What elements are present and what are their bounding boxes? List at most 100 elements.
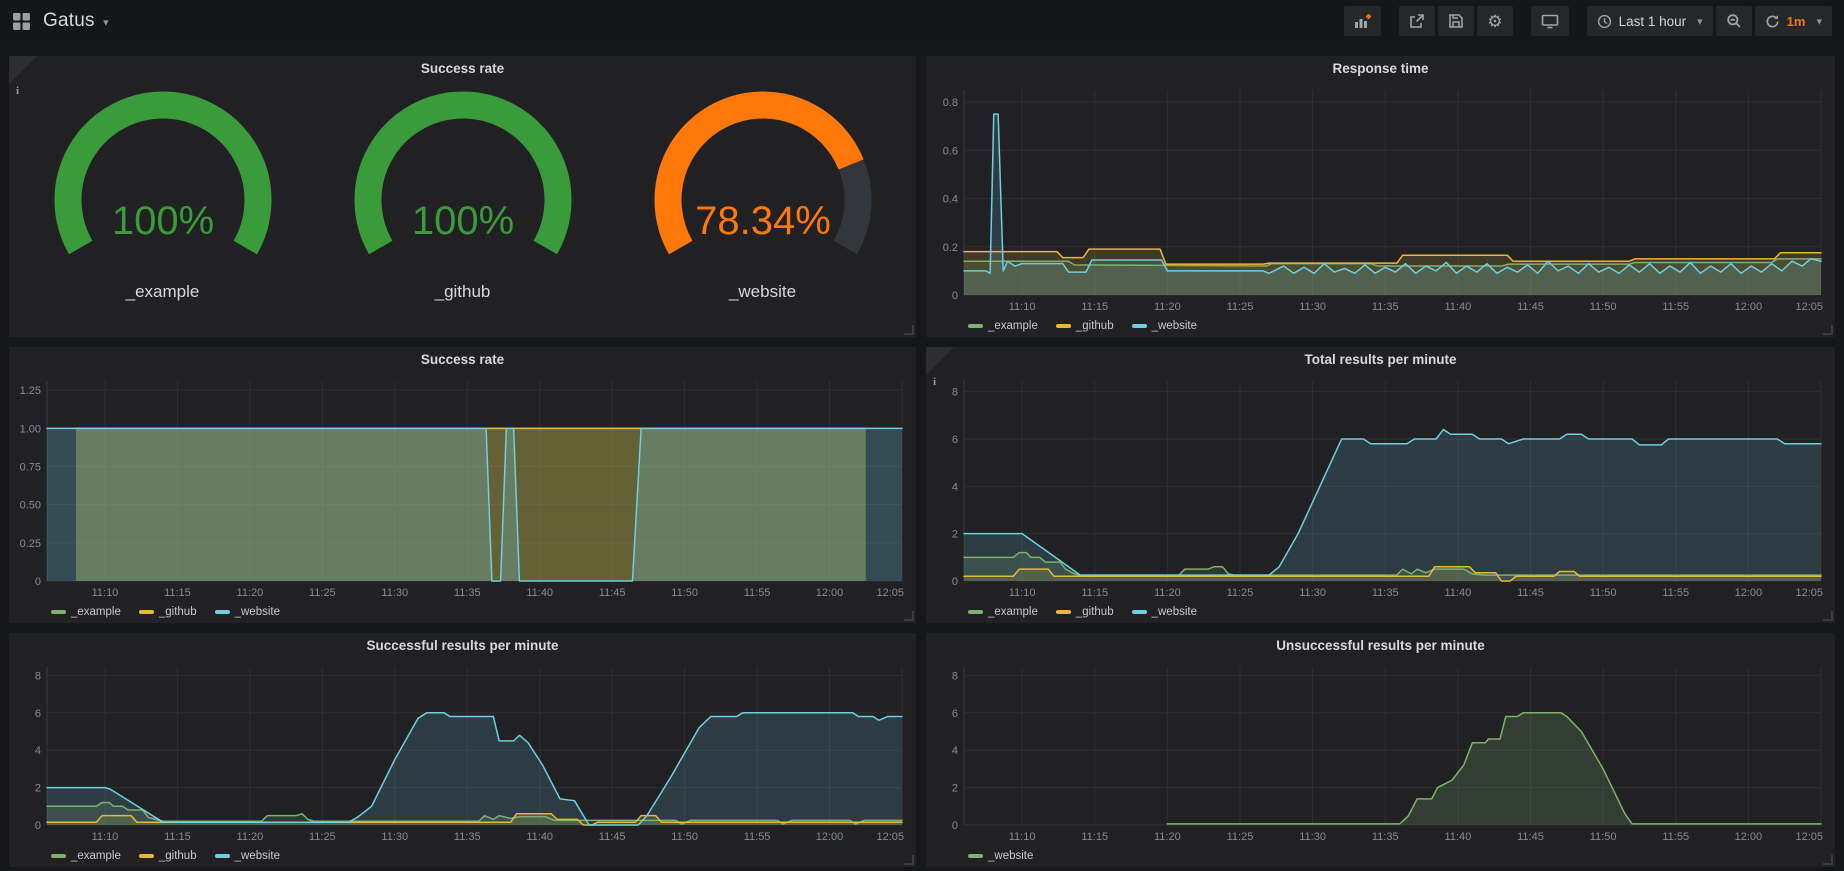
gauge-_website: 78.34% _website — [613, 82, 913, 337]
svg-text:11:10: 11:10 — [1009, 587, 1036, 599]
svg-text:8: 8 — [952, 387, 958, 399]
total-results-plot[interactable]: 0 2 4 6 8 11:10 11:15 11:20 11:25 11:30 11:35 11:40… — [926, 373, 1835, 601]
legend-swatch — [138, 854, 154, 858]
svg-text:11:15: 11:15 — [1081, 587, 1108, 599]
svg-text:11:10: 11:10 — [1009, 831, 1036, 843]
info-icon: i — [16, 85, 20, 97]
panel-info-corner[interactable]: i — [926, 347, 954, 388]
legend-item-_example[interactable]: _example — [968, 320, 1038, 332]
time-range-picker[interactable]: Last 1 hour ▾ — [1586, 6, 1713, 36]
svg-text:12:05: 12:05 — [1795, 301, 1823, 313]
svg-text:11:20: 11:20 — [1154, 301, 1181, 313]
svg-text:11:35: 11:35 — [1372, 587, 1399, 599]
svg-text:11:55: 11:55 — [1662, 831, 1689, 843]
legend-swatch — [138, 610, 154, 614]
add-panel-button[interactable] — [1344, 6, 1382, 36]
legend-swatch — [1055, 610, 1071, 614]
legend-swatch — [214, 610, 230, 614]
svg-text:11:25: 11:25 — [309, 587, 336, 599]
legend-item-_website[interactable]: _website — [1131, 606, 1197, 618]
legend-item-_github[interactable]: _github — [138, 606, 197, 618]
panel-response-time: Response time 0 0.2 0.4 0.6 0.8 11:10 11:15 11:… — [926, 56, 1835, 337]
svg-text:11:55: 11:55 — [1662, 301, 1689, 313]
panel-title[interactable]: Success rate — [420, 61, 505, 76]
svg-text:11:55: 11:55 — [744, 831, 771, 843]
legend-item-_website[interactable]: _website — [214, 850, 280, 862]
panel-title[interactable]: Unsuccessful results per minute — [1276, 638, 1485, 653]
monitor-icon — [1541, 14, 1558, 29]
svg-text:6: 6 — [35, 708, 41, 720]
svg-text:0.2: 0.2 — [943, 242, 958, 254]
save-button[interactable] — [1438, 6, 1475, 36]
svg-text:11:55: 11:55 — [744, 587, 771, 599]
panel-resize-handle[interactable] — [904, 611, 914, 621]
legend-label: _website — [1151, 320, 1197, 332]
success-rate-plot[interactable]: 0 0.25 0.50 0.75 1.00 1.25 11:10 11:15 11:20 11:2… — [9, 373, 916, 601]
legend-item-_website[interactable]: _website — [1131, 320, 1197, 332]
legend-label: _website — [1151, 606, 1197, 618]
legend-item-_website[interactable]: _website — [968, 850, 1033, 862]
settings-button[interactable]: ⚙ — [1477, 6, 1513, 36]
svg-text:1.25: 1.25 — [20, 385, 41, 397]
panel-resize-handle[interactable] — [1823, 325, 1833, 335]
svg-text:2: 2 — [35, 783, 41, 795]
zoom-out-button[interactable] — [1715, 6, 1752, 36]
gauge-label: _github — [434, 282, 491, 301]
share-button[interactable] — [1399, 6, 1436, 36]
info-icon: i — [933, 376, 937, 388]
legend-item-_github[interactable]: _github — [1055, 320, 1114, 332]
response-time-plot[interactable]: 0 0.2 0.4 0.6 0.8 11:10 11:15 11:20 11:25 11:30 11… — [926, 82, 1835, 315]
panel-resize-handle[interactable] — [904, 855, 914, 865]
zoom-out-icon — [1726, 14, 1741, 28]
svg-text:11:15: 11:15 — [1081, 301, 1108, 313]
svg-text:2: 2 — [952, 783, 958, 795]
svg-text:11:40: 11:40 — [1445, 587, 1472, 599]
legend-item-_example[interactable]: _example — [968, 606, 1038, 618]
panel-title[interactable]: Response time — [1332, 61, 1429, 76]
svg-text:11:15: 11:15 — [164, 587, 191, 599]
panel-resize-handle[interactable] — [1823, 611, 1833, 621]
panel-title[interactable]: Success rate — [420, 352, 505, 367]
legend-item-_example[interactable]: _example — [51, 606, 121, 618]
panel-resize-handle[interactable] — [904, 325, 914, 335]
svg-text:11:40: 11:40 — [526, 587, 553, 599]
legend-swatch — [214, 854, 230, 858]
gauge-value: 100% — [111, 199, 213, 243]
svg-text:11:30: 11:30 — [381, 831, 408, 843]
svg-text:11:40: 11:40 — [1445, 831, 1472, 843]
unsuccessful-results-plot[interactable]: 0 2 4 6 8 11:10 11:15 11:20 11:25 11:30 11:35 11:40… — [926, 659, 1835, 845]
legend-item-_github[interactable]: _github — [1055, 606, 1114, 618]
successful-results-plot[interactable]: 0 2 4 6 8 11:10 11:15 11:20 11:25 11:30 11:35 11:40… — [9, 659, 916, 845]
svg-text:6: 6 — [952, 434, 958, 446]
legend-item-_example[interactable]: _example — [51, 850, 121, 862]
svg-text:8: 8 — [952, 670, 958, 682]
svg-text:11:35: 11:35 — [1372, 301, 1399, 313]
svg-text:11:40: 11:40 — [1445, 301, 1472, 313]
dashboard-title-picker[interactable]: Gatus ▾ — [43, 10, 109, 32]
svg-text:11:15: 11:15 — [1081, 831, 1108, 843]
svg-text:0: 0 — [35, 576, 41, 588]
svg-text:12:00: 12:00 — [1735, 831, 1763, 843]
svg-text:11:20: 11:20 — [237, 587, 264, 599]
panel-info-corner[interactable]: i — [9, 56, 37, 97]
chart-legend: _example _github _website — [926, 601, 1835, 623]
svg-text:11:10: 11:10 — [1009, 301, 1036, 313]
svg-text:12:05: 12:05 — [1795, 831, 1823, 843]
panel-title[interactable]: Total results per minute — [1304, 352, 1457, 367]
legend-swatch — [968, 324, 983, 328]
legend-item-_website[interactable]: _website — [214, 606, 280, 618]
panel-unsuccessful-results: Unsuccessful results per minute 0 2 4 6 8 11:… — [926, 633, 1835, 867]
svg-text:2: 2 — [952, 529, 958, 541]
legend-item-_github[interactable]: _github — [138, 850, 197, 862]
svg-text:0: 0 — [952, 820, 958, 832]
svg-text:11:45: 11:45 — [1517, 301, 1544, 313]
svg-text:11:50: 11:50 — [671, 587, 698, 599]
panel-resize-handle[interactable] — [1823, 855, 1833, 865]
cycle-view-button[interactable] — [1530, 6, 1569, 36]
svg-text:11:10: 11:10 — [92, 831, 119, 843]
svg-text:11:50: 11:50 — [1590, 301, 1617, 313]
chart-legend: _example _github _website — [9, 601, 916, 623]
dashboard-grid-icon[interactable] — [12, 12, 31, 31]
panel-title[interactable]: Successful results per minute — [366, 638, 559, 653]
refresh-picker[interactable]: 1m ▾ — [1754, 6, 1832, 36]
